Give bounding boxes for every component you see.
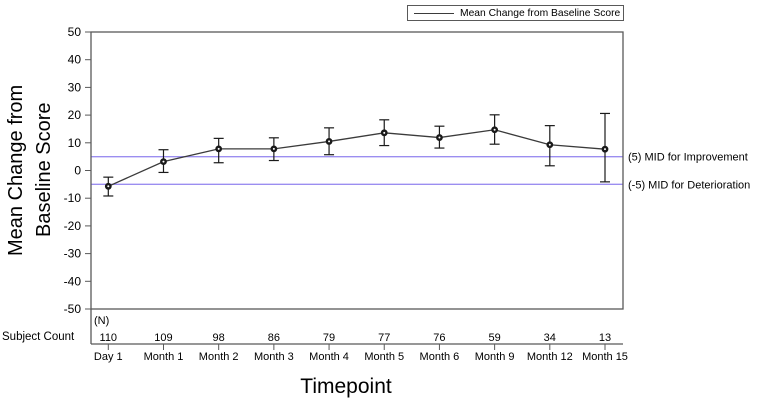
svg-text:0: 0 xyxy=(74,164,81,178)
svg-text:Month 5: Month 5 xyxy=(364,351,404,363)
svg-text:-30: -30 xyxy=(64,247,82,261)
svg-text:34: 34 xyxy=(544,332,556,344)
svg-text:Month 15: Month 15 xyxy=(582,351,628,363)
svg-text:50: 50 xyxy=(68,25,82,39)
svg-text:13: 13 xyxy=(599,332,611,344)
svg-text:110: 110 xyxy=(100,332,118,344)
svg-text:30: 30 xyxy=(68,80,82,94)
svg-text:76: 76 xyxy=(433,332,445,344)
svg-text:86: 86 xyxy=(268,332,280,344)
svg-text:Month 6: Month 6 xyxy=(420,351,460,363)
svg-text:79: 79 xyxy=(323,332,335,344)
svg-text:109: 109 xyxy=(154,332,172,344)
svg-text:-40: -40 xyxy=(64,274,82,288)
svg-text:40: 40 xyxy=(68,53,82,67)
svg-text:59: 59 xyxy=(488,332,500,344)
svg-text:Month 4: Month 4 xyxy=(309,351,349,363)
svg-text:(-5) MID for Deterioration: (-5) MID for Deterioration xyxy=(628,179,750,191)
svg-text:Month 1: Month 1 xyxy=(144,351,184,363)
svg-text:98: 98 xyxy=(213,332,225,344)
svg-text:10: 10 xyxy=(68,136,82,150)
svg-text:20: 20 xyxy=(68,108,82,122)
svg-text:Month 12: Month 12 xyxy=(527,351,573,363)
svg-text:Month 9: Month 9 xyxy=(475,351,515,363)
svg-text:-20: -20 xyxy=(64,219,82,233)
svg-text:Month 3: Month 3 xyxy=(254,351,294,363)
svg-text:Month 2: Month 2 xyxy=(199,351,239,363)
svg-text:Day 1: Day 1 xyxy=(94,351,123,363)
svg-text:(5) MID for Improvement: (5) MID for Improvement xyxy=(628,152,748,164)
svg-text:-50: -50 xyxy=(64,302,82,316)
svg-text:-10: -10 xyxy=(64,191,82,205)
svg-text:77: 77 xyxy=(378,332,390,344)
